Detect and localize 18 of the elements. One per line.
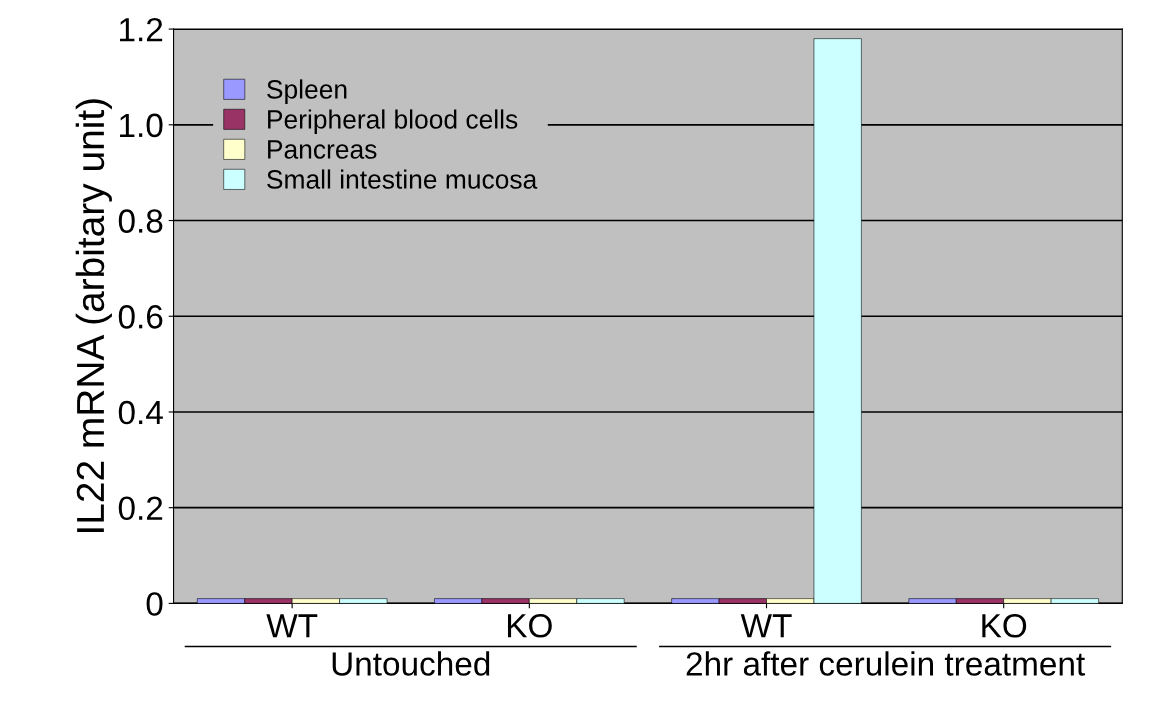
x-tick-label: WT	[266, 614, 318, 638]
x-tick-label: KO	[982, 614, 1027, 638]
y-tick-label: 0.4	[118, 400, 163, 425]
x-tick-label: WT	[740, 614, 792, 638]
y-tick-label: 0.2	[118, 496, 163, 521]
text: Untouched	[332, 651, 490, 676]
legend-label: Small intestine mucosa	[267, 169, 538, 189]
text: 2hr after cerulein treatment	[686, 651, 1085, 676]
y-tick-label: 1.2	[120, 17, 163, 42]
y-axis-title: IL22 mRNA (arbitary unit)	[75, 99, 112, 533]
x-tick-label: KO	[507, 614, 552, 638]
y-tick-label: 0	[146, 592, 163, 616]
legend-label: Spleen	[267, 79, 347, 104]
y-tick-label: 0.6	[118, 305, 163, 329]
legend-label: Peripheral blood cells	[268, 109, 518, 134]
y-tick-label: 0.8	[118, 209, 163, 233]
y-tick-label: 1.0	[120, 113, 163, 138]
legend-label: Pancreas	[268, 140, 377, 159]
